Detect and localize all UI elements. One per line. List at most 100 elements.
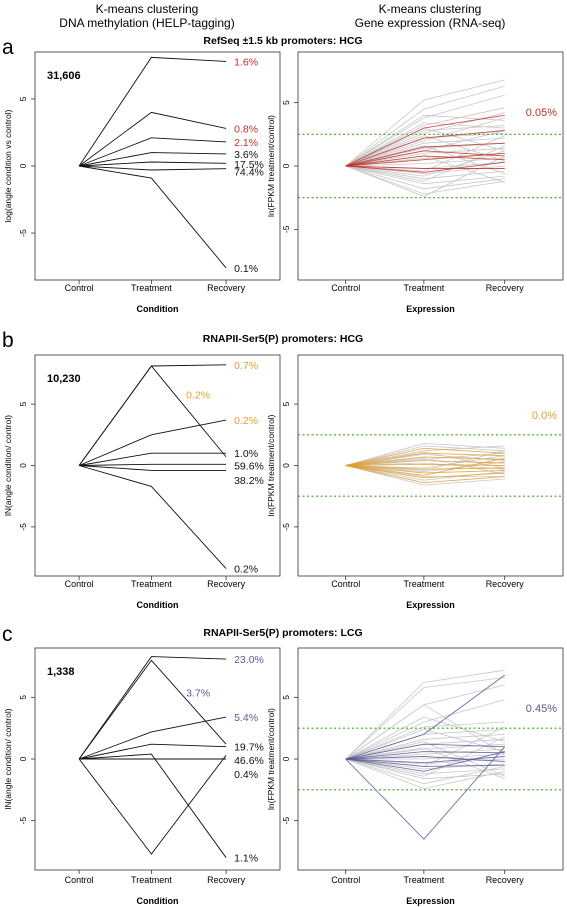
panel-b-left-y-tick-label: 0 <box>18 463 28 468</box>
panel-a-right-x-axis-label: Expression <box>406 304 455 314</box>
panel-c-highlighted-gene-line <box>345 751 505 760</box>
panel-a-right-x-tick-label: Control <box>331 283 360 293</box>
panel-b-cluster-pct-label: 0.2% <box>186 389 210 401</box>
panel-c-methylation-chart: -5 0 5 Control Treatment Recovery Condition lN(… <box>3 647 281 906</box>
panel-c-left-y-tick-label: 5 <box>18 695 28 700</box>
panel-b-background-gene-line <box>345 442 505 466</box>
panel-c-cluster-pct-label: 46.6% <box>234 755 264 767</box>
panel-b-cluster-count: 10,230 <box>47 373 81 385</box>
panel-c-cluster-line <box>78 716 227 760</box>
panel-a-cluster-pct-label: 0.8% <box>234 123 258 135</box>
panel-a-right-y-tick-label: 0 <box>281 163 291 168</box>
panel-a-background-gene-line <box>345 117 505 167</box>
panel-c-background-gene-line <box>345 758 505 775</box>
panel-a-cluster-pct-label: 0.1% <box>234 263 258 275</box>
panel-b-left-x-axis-label: Condition <box>137 600 179 610</box>
panel-a-right-x-tick-label: Recovery <box>486 283 525 293</box>
panel-a-cluster-pct-label: 3.6% <box>234 149 258 161</box>
panel-a-background-gene-line <box>345 94 505 167</box>
panel-b-highlighted-gene-line <box>345 465 505 470</box>
panel-a-background-gene-line <box>345 147 505 167</box>
panel-a-background-gene-line <box>345 114 505 167</box>
panel-b-right-x-tick-label: Treatment <box>404 579 445 589</box>
panel-c-highlighted-gene-line <box>345 751 505 772</box>
panel-a-left-x-tick-label: Treatment <box>131 283 172 293</box>
panel-a-background-gene-line <box>345 165 505 185</box>
panel-a-title: RefSeq ±1.5 kb promoters: HCG <box>203 35 362 47</box>
panel-a-left-y-axis-label: log(angle condition vs control) <box>3 109 13 222</box>
panel-a-cluster-line <box>78 111 227 167</box>
panel-a-highlighted-gene-line <box>345 114 505 167</box>
panel-b-expression-chart: -5 0 5 Control Treatment Recovery Expression ln… <box>266 354 564 610</box>
panel-b-highlighted-gene-line <box>345 465 505 479</box>
panel-c-right-y-tick-label: 0 <box>281 756 291 761</box>
panel-b-right-x-tick-label: Control <box>331 579 360 589</box>
panel-c-background-gene-line <box>345 736 505 777</box>
panel-a-background-gene-line <box>345 107 505 167</box>
panel-a-expression-pct-label: 0.05% <box>526 107 557 119</box>
right-header-line1: K-means clustering <box>379 2 482 16</box>
panel-c-background-gene-line <box>345 753 505 760</box>
panel-a-highlighted-gene-line <box>345 150 505 167</box>
panel-a-cluster-line <box>79 165 227 269</box>
panel-c-right-y-tick-label: -5 <box>281 817 291 825</box>
panel-a-highlighted-gene-line <box>345 165 505 169</box>
panel-a-background-gene-line <box>345 135 505 167</box>
panel-a-cluster-line <box>79 161 227 167</box>
panel-c-highlighted-gene-line <box>345 756 505 762</box>
panel-c-left-x-tick-label: Treatment <box>131 875 172 885</box>
panel-c-background-gene-line <box>345 721 505 760</box>
panel-c-expression-chart: -5 0 5 Control Treatment Recovery Expression ln… <box>266 647 564 906</box>
panel-c-title: RNAPII-Ser5(P) promoters: LCG <box>203 627 362 639</box>
panel-a-cluster-pct-label: 74.4% <box>234 166 264 178</box>
panel-b-highlighted-gene-line <box>345 452 505 466</box>
panel-b-cluster-line <box>78 419 227 466</box>
panel-c-cluster-pct-label: 3.7% <box>186 687 210 699</box>
panel-a-highlighted-gene-line <box>345 142 505 167</box>
panel-c-background-gene-line <box>345 728 505 760</box>
panel-b-right-x-axis-label: Expression <box>406 600 455 610</box>
panel-b-highlighted-gene-line <box>345 463 505 466</box>
panel-b-cluster-pct-label: 1.0% <box>234 448 258 460</box>
panel-b-cluster-pct-label: 0.7% <box>234 360 258 372</box>
panel-c-highlighted-gene-line <box>345 674 505 760</box>
right-header-line2: Gene expression (RNA-seq) <box>355 16 506 30</box>
panel-a-left-x-tick-label: Control <box>65 283 94 293</box>
panel-b-highlighted-gene-line <box>345 465 505 474</box>
panel-a-right-x-tick-label: Treatment <box>404 283 445 293</box>
panel-c-left-y-tick-label: -5 <box>18 817 28 825</box>
panel-c-background-gene-line <box>345 677 505 760</box>
panel-c-right-x-tick-label: Recovery <box>486 875 525 885</box>
panel-b-title: RNAPII-Ser5(P) promoters: HCG <box>203 333 363 345</box>
panel-a-highlighted-gene-line <box>345 152 505 167</box>
panel-c-cluster-pct-label: 0.4% <box>234 769 258 781</box>
left-header-line1: K-means clustering <box>96 2 199 16</box>
panel-a-cluster-count: 31,606 <box>47 70 81 82</box>
panel-c-expression-pct-label: 0.45% <box>526 703 557 715</box>
panel-b-right-y-tick-label: 0 <box>281 463 291 468</box>
panel-c-left-y-tick-label: 0 <box>18 756 28 761</box>
panel-a-highlighted-gene-line <box>345 155 505 167</box>
panel-c-background-gene-line <box>345 758 505 780</box>
panel-a-cluster-line <box>79 152 227 167</box>
panel-b-right-plot-frame <box>297 354 564 577</box>
panel-c-background-gene-line <box>345 747 505 780</box>
panel-c-cluster-line <box>78 755 227 855</box>
panel-a-methylation-chart: -5 0 5 Control Treatment Recovery Condition log… <box>3 51 281 314</box>
panel-a-highlighted-gene-line <box>345 130 505 167</box>
panel-c-cluster-pct-label: 23.0% <box>234 654 264 666</box>
panel-b-expression-pct-label: 0.0% <box>532 410 557 422</box>
panel-c-background-gene-line <box>345 741 505 777</box>
panel-b-cluster-line <box>79 463 227 466</box>
panel-c-background-gene-line <box>345 699 505 760</box>
panel-a-cluster-line <box>79 165 227 171</box>
panel-c-cluster-pct-label: 1.1% <box>234 853 258 865</box>
panel-b-left-y-axis-label: lN(angle condition/ control) <box>3 415 13 516</box>
panel-b-highlighted-gene-line <box>345 456 505 466</box>
panel-a-cluster-line <box>78 137 227 167</box>
panel-c-cluster-line <box>78 656 227 760</box>
panel-c-highlighted-gene-line <box>345 758 505 767</box>
panel-a-left-x-tick-label: Recovery <box>207 283 246 293</box>
panel-c-cluster-count: 1,338 <box>47 666 75 678</box>
panel-c-background-gene-line <box>345 733 505 760</box>
